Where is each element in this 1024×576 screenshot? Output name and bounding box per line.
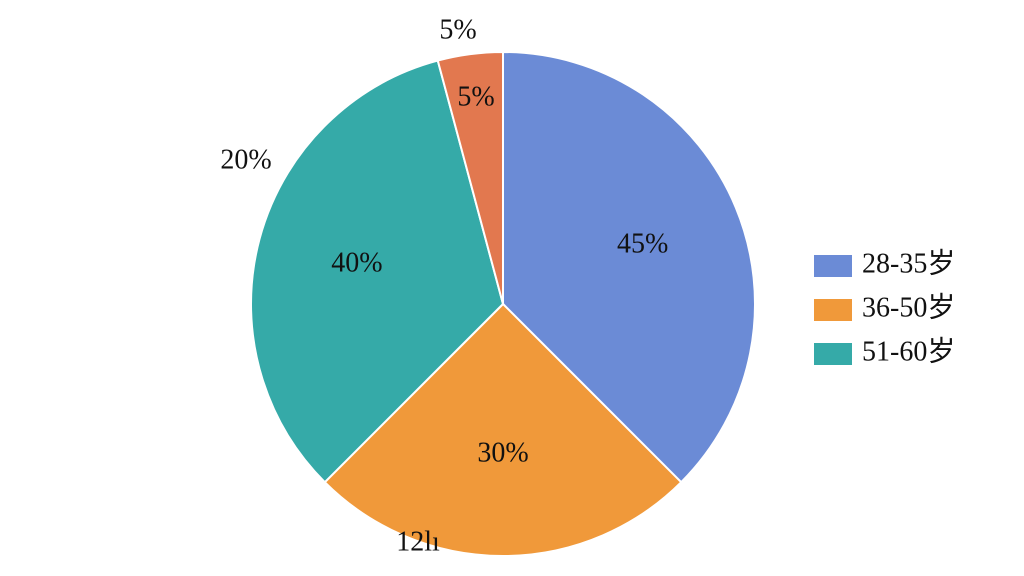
- legend-swatch: [814, 343, 852, 365]
- data-label: 5%: [457, 82, 494, 113]
- legend-label: 51-60岁: [862, 335, 955, 367]
- pie-slice: [436, 50, 504, 305]
- annotation: 5%: [439, 14, 476, 45]
- pie: 45% 30% 40% 5%: [250, 50, 756, 557]
- pie-slice: [502, 50, 756, 484]
- legend-label: 28-35岁: [862, 247, 955, 279]
- data-label: 30%: [477, 438, 528, 469]
- legend-label: 36-50岁: [862, 291, 955, 323]
- legend-swatch: [814, 299, 852, 321]
- legend: 28-35岁 36-50岁 51-60岁: [814, 247, 955, 367]
- data-label: 40%: [331, 247, 382, 278]
- legend-swatch: [814, 255, 852, 277]
- pie-slice: [250, 59, 505, 484]
- annotation: 20%: [220, 144, 271, 175]
- data-label: 45%: [617, 229, 668, 260]
- annotation: 12lı: [396, 526, 440, 557]
- pie-slice: [323, 302, 683, 557]
